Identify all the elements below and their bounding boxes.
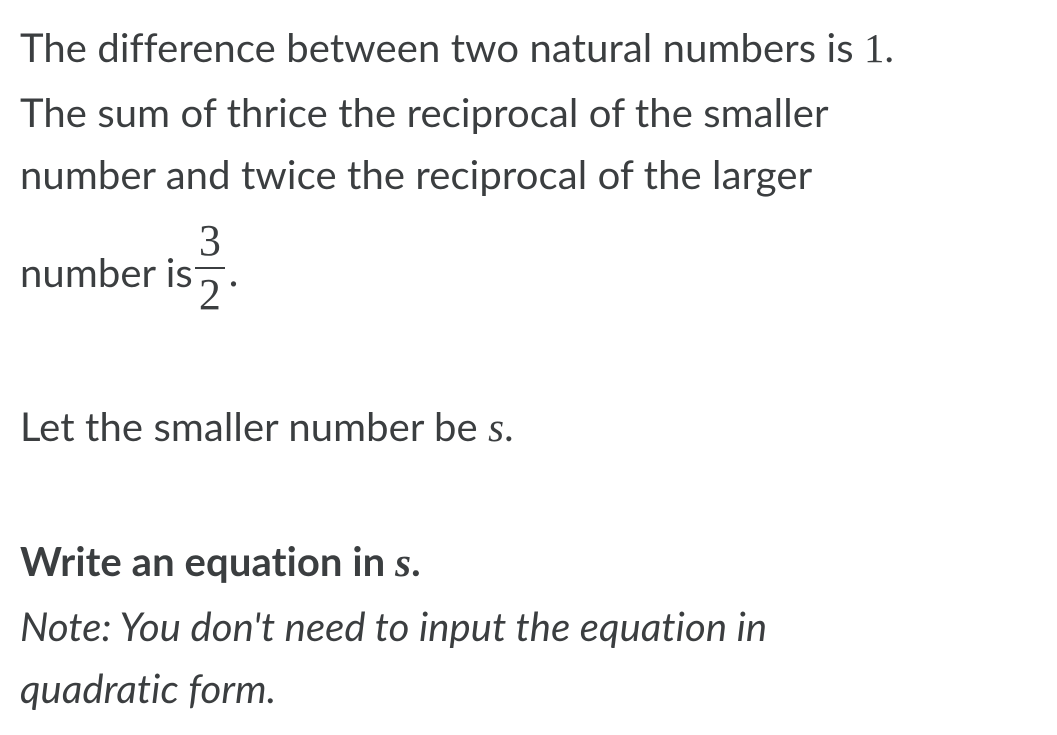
problem-statement: The difference between two natural numbe… xyxy=(20,16,1037,321)
let-text-a: Let the smaller number be xyxy=(20,402,488,450)
text-line-2: The sum of thrice the reciprocal of the … xyxy=(20,88,829,136)
variable-s-bold: s xyxy=(395,540,411,585)
fraction-denominator: 2 xyxy=(195,267,225,317)
note-line-1: Note: You don't need to input the equati… xyxy=(20,602,767,650)
note-line-2: quadratic form. xyxy=(20,664,276,712)
text-line-3: number and twice the reciprocal of the l… xyxy=(20,150,812,198)
text-line-4b: . xyxy=(228,250,239,294)
let-statement: Let the smaller number be s. xyxy=(20,395,1037,460)
instruction-text-a: Write an equation in xyxy=(20,537,395,585)
fraction-numerator: 3 xyxy=(195,219,225,267)
text-line-4a: number is xyxy=(20,252,193,292)
number-one: 1 xyxy=(864,26,885,71)
text-line-4: number is 3 2 . xyxy=(20,223,1037,321)
fraction-3-over-2: 3 2 xyxy=(195,219,225,317)
instruction-block: Write an equation in s. Note: You don't … xyxy=(20,530,1037,719)
variable-s: s xyxy=(488,405,504,450)
text-line-1a: The difference between two natural numbe… xyxy=(20,23,864,71)
instruction-bold: Write an equation in s. xyxy=(20,537,421,585)
instruction-text-b: . xyxy=(411,537,421,585)
let-text-b: . xyxy=(504,402,514,450)
text-line-1b: . xyxy=(884,23,894,71)
